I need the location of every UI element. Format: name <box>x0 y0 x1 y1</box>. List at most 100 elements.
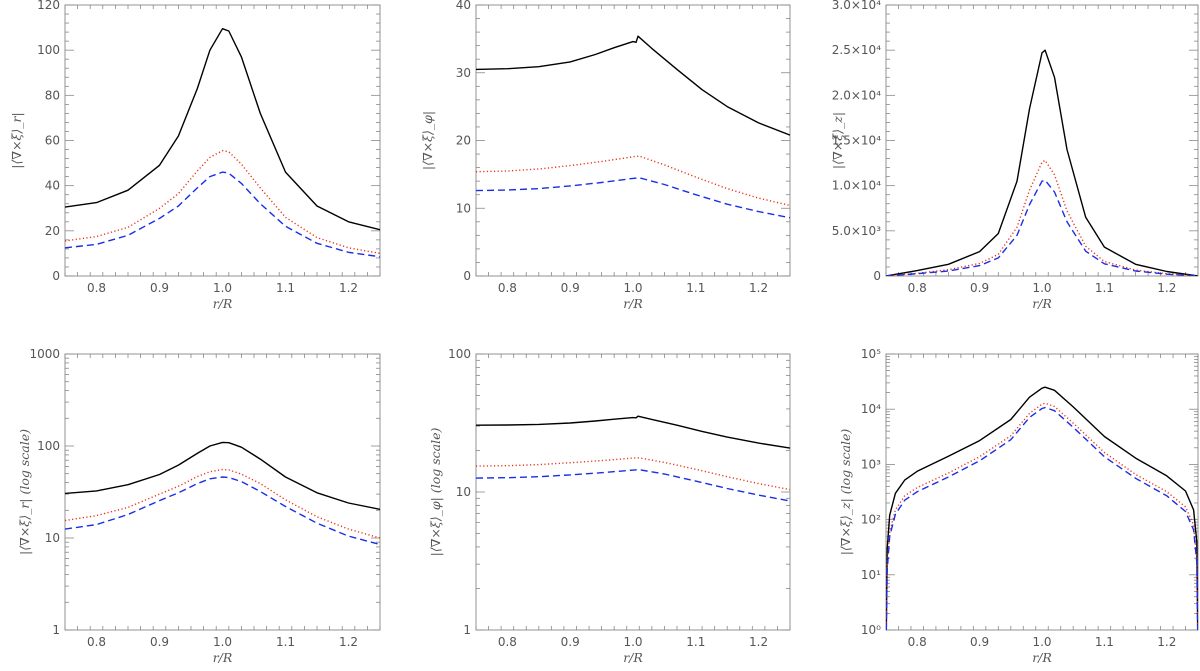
y-tick-label: 10³ <box>861 457 881 471</box>
x-tick-label: 1.1 <box>276 281 295 295</box>
y-tick-label: 10⁰ <box>861 623 881 637</box>
y-tick-label: 10⁵ <box>861 347 881 361</box>
y-tick-label: 10 <box>456 201 471 215</box>
series-line-dotted <box>65 149 380 255</box>
x-axis-label: r/R <box>213 296 233 311</box>
x-tick-label: 0.9 <box>150 281 169 295</box>
plot-frame <box>64 4 381 277</box>
x-tick-label: 1.2 <box>1157 281 1176 295</box>
y-tick-label: 1.0×10⁴ <box>832 179 881 193</box>
x-tick-label: 1.1 <box>1095 281 1114 295</box>
y-tick-label: 2.5×10⁴ <box>832 43 881 57</box>
panel-bottom-middle: 0.8 0.9 1.0 1.1 1.2 1 10 100 r/R |⟨∇×ξ⟩_φ| (log s… <box>428 347 791 665</box>
panel-top-right: 0.8 0.9 1.0 1.1 1.2 0 5.0×10³ 1.0×10⁴ 1.5×10⁴ 2.0… <box>830 0 1199 311</box>
series-line-dotted <box>886 159 1198 276</box>
y-tick-label: 0 <box>463 269 471 283</box>
y-tick-label: 1 <box>463 623 471 637</box>
x-tick-label: 1.2 <box>339 635 358 649</box>
x-tick-label: 1.0 <box>1032 635 1051 649</box>
y-tick-label: 30 <box>456 66 471 80</box>
x-tick-label: 1.0 <box>623 281 642 295</box>
x-tick-label: 1.1 <box>686 281 705 295</box>
y-axis-label: |⟨∇×ξ⟩_r| (log scale) <box>17 429 32 555</box>
x-tick-label: 0.8 <box>87 281 106 295</box>
series-line-dashed <box>65 171 380 258</box>
x-tick-label: 1.0 <box>213 281 232 295</box>
x-axis-label: r/R <box>213 650 233 665</box>
x-tick-label: 0.9 <box>970 281 989 295</box>
y-tick-label: 0 <box>52 269 60 283</box>
y-tick-label: 2.0×10⁴ <box>832 88 881 102</box>
series-line-dotted <box>65 468 380 539</box>
y-tick-label: 80 <box>45 88 60 102</box>
series-line-solid <box>65 28 380 231</box>
series-line-dashed <box>886 179 1198 276</box>
series-line-dashed <box>476 469 790 502</box>
x-tick-label: 1.2 <box>339 281 358 295</box>
x-tick-label: 0.8 <box>908 281 927 295</box>
series-line-dotted <box>476 457 790 491</box>
x-axis-label: r/R <box>1032 296 1052 311</box>
plot-frame <box>64 353 381 631</box>
x-tick-label: 0.9 <box>970 635 989 649</box>
series-line-solid <box>886 386 1198 630</box>
x-tick-label: 0.8 <box>908 635 927 649</box>
series-line-solid <box>886 49 1198 276</box>
y-tick-label: 1.5×10⁴ <box>832 134 881 148</box>
y-tick-label: 20 <box>456 134 471 148</box>
x-axis-label: r/R <box>623 650 643 665</box>
x-tick-label: 1.0 <box>623 635 642 649</box>
x-tick-label: 1.1 <box>276 635 295 649</box>
y-tick-label: 120 <box>37 0 60 12</box>
y-tick-label: 1000 <box>29 347 60 361</box>
x-tick-label: 0.9 <box>561 635 580 649</box>
x-tick-label: 1.2 <box>749 281 768 295</box>
x-tick-label: 1.2 <box>749 635 768 649</box>
y-tick-label: 10² <box>861 513 881 527</box>
x-tick-label: 0.8 <box>87 635 106 649</box>
plot-frame <box>475 4 791 277</box>
series-line-solid <box>476 35 790 136</box>
series-line-dotted <box>886 402 1198 630</box>
x-tick-label: 0.8 <box>498 281 517 295</box>
series-line-solid <box>476 415 790 449</box>
series-line-dashed <box>886 406 1198 630</box>
panel-top-left: 0.8 0.9 1.0 1.1 1.2 0 20 40 60 80 100 120 r/R |⟨∇×ξ⟩_… <box>9 0 381 311</box>
x-tick-label: 0.8 <box>498 635 517 649</box>
x-tick-label: 1.0 <box>213 635 232 649</box>
x-tick-label: 1.0 <box>1032 281 1051 295</box>
x-axis-label: r/R <box>1032 650 1052 665</box>
y-tick-label: 20 <box>45 224 60 238</box>
y-tick-label: 1 <box>52 623 60 637</box>
y-tick-label: 40 <box>456 0 471 12</box>
y-tick-label: 10⁴ <box>861 402 881 416</box>
panel-top-middle: 0.8 0.9 1.0 1.1 1.2 0 10 20 30 40 r/R |⟨∇×ξ⟩_φ| <box>420 0 791 311</box>
y-axis-label: |⟨∇×ξ⟩_φ| (log scale) <box>428 428 443 557</box>
series-line-dashed <box>65 476 380 546</box>
y-axis-label: |⟨∇×ξ⟩_φ| <box>420 111 435 170</box>
x-tick-label: 1.2 <box>1157 635 1176 649</box>
y-tick-label: 10¹ <box>861 568 881 582</box>
y-axis-label: |⟨∇×ξ⟩_z| <box>830 112 845 169</box>
y-tick-label: 60 <box>45 134 60 148</box>
x-tick-label: 0.9 <box>561 281 580 295</box>
x-axis-label: r/R <box>623 296 643 311</box>
y-tick-label: 10 <box>45 531 60 545</box>
series-line-dashed <box>476 177 790 219</box>
y-tick-label: 3.0×10⁴ <box>832 0 881 12</box>
y-axis-label: |⟨∇×ξ⟩_z| (log scale) <box>838 429 853 556</box>
series-line-dotted <box>476 155 790 207</box>
y-tick-label: 100 <box>448 347 471 361</box>
y-tick-label: 5.0×10³ <box>832 224 881 238</box>
x-tick-label: 1.1 <box>686 635 705 649</box>
y-tick-label: 100 <box>37 43 60 57</box>
y-tick-label: 0 <box>873 269 881 283</box>
panel-bottom-right: 0.8 0.9 1.0 1.1 1.2 10⁰ 10¹ 10² 10³ 10⁴ 10⁵ r/R |⟨∇×… <box>838 347 1199 665</box>
y-axis-label: |⟨∇×ξ⟩_r| <box>9 112 24 169</box>
x-tick-label: 1.1 <box>1095 635 1114 649</box>
x-tick-label: 0.9 <box>150 635 169 649</box>
plot-frame <box>885 353 1199 631</box>
y-tick-label: 100 <box>37 439 60 453</box>
panel-bottom-left: 0.8 0.9 1.0 1.1 1.2 1 10 100 1000 r/R |⟨∇×ξ⟩_r| (l… <box>17 347 381 665</box>
